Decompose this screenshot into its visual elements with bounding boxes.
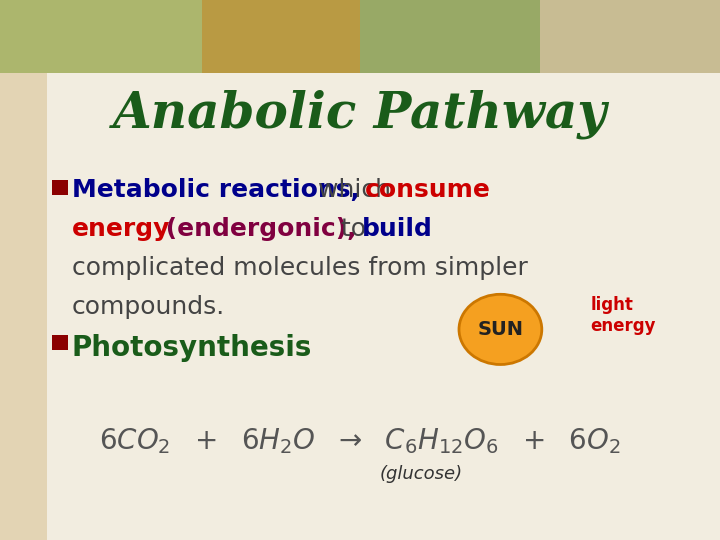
Text: compounds.: compounds.	[72, 295, 225, 319]
Text: $6CO_2\ \ +\ \ 6H_2O\ \ \rightarrow\ \ C_6H_{12}O_6\ \ +\ \ 6O_2$: $6CO_2\ \ +\ \ 6H_2O\ \ \rightarrow\ \ C…	[99, 427, 621, 456]
Text: Photosynthesis: Photosynthesis	[72, 334, 312, 362]
Text: build: build	[362, 217, 433, 241]
FancyBboxPatch shape	[52, 180, 68, 195]
Text: Anabolic Pathway: Anabolic Pathway	[113, 89, 607, 139]
Text: (glucose): (glucose)	[379, 465, 463, 483]
Text: Metabolic reactions,: Metabolic reactions,	[72, 178, 360, 202]
FancyBboxPatch shape	[202, 0, 360, 73]
Ellipse shape	[459, 294, 541, 364]
Text: energy: energy	[72, 217, 171, 241]
FancyBboxPatch shape	[52, 335, 68, 350]
Text: (endergonic),: (endergonic),	[157, 217, 356, 241]
FancyBboxPatch shape	[0, 0, 720, 73]
Text: to: to	[333, 217, 374, 241]
Text: consume: consume	[365, 178, 491, 202]
FancyBboxPatch shape	[0, 0, 202, 73]
Text: complicated molecules from simpler: complicated molecules from simpler	[72, 256, 528, 280]
FancyBboxPatch shape	[0, 73, 47, 540]
FancyBboxPatch shape	[540, 0, 720, 73]
Text: light
energy: light energy	[590, 296, 656, 335]
Text: SUN: SUN	[477, 320, 523, 339]
FancyBboxPatch shape	[360, 0, 540, 73]
Text: which: which	[310, 178, 399, 202]
